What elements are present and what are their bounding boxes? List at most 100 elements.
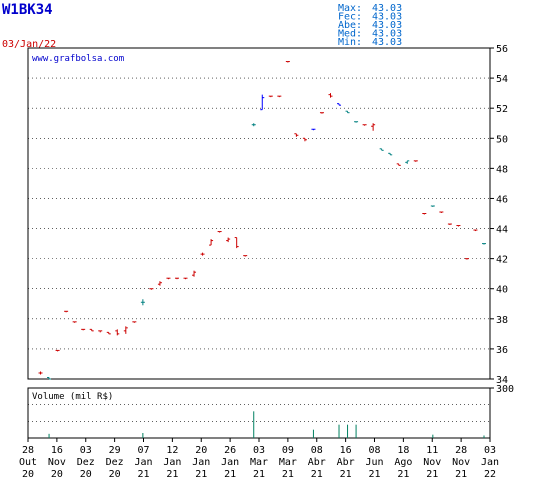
- ohlc-bar: [106, 331, 111, 335]
- ohlc-bar: [473, 229, 478, 232]
- price-panel-frame: [27, 47, 491, 380]
- watermark: www.grafbolsa.com: [32, 54, 124, 64]
- date-tick-label: 21: [253, 469, 265, 480]
- date-tick-label: Jan: [192, 457, 210, 468]
- date-tick-label: Abr: [337, 457, 355, 468]
- stat-value: 43.03: [372, 12, 402, 23]
- ohlc-bar: [439, 211, 444, 213]
- date-tick-label: 21: [195, 469, 207, 480]
- stat-label: Min:: [338, 37, 362, 48]
- date-tick-label: 08: [368, 445, 380, 456]
- ohlc-bar: [132, 321, 137, 323]
- ohlc-bar: [413, 160, 418, 162]
- date-tick-label: 21: [311, 469, 323, 480]
- ohlc-bar: [251, 123, 256, 127]
- volume-tick-label: 300: [496, 384, 514, 395]
- price-tick-label: 50: [496, 134, 508, 145]
- date-axis: 28Out2016Nov2003Dez2029Dez2007Jan2112Jan…: [19, 438, 499, 480]
- date-tick-label: 03: [484, 445, 496, 456]
- date-tick-label: 08: [311, 445, 323, 456]
- date-tick-label: 28: [22, 445, 34, 456]
- ohlc-bar: [482, 243, 486, 245]
- date-tick-label: 20: [51, 469, 63, 480]
- volume-grid: [28, 404, 490, 422]
- ohlc-bar: [64, 310, 69, 313]
- date-tick-label: 11: [426, 445, 438, 456]
- date-tick-label: 20: [80, 469, 92, 480]
- ohlc-bar: [456, 225, 461, 227]
- ticker-title: W1BK34: [2, 2, 53, 18]
- stat-label: Max:: [338, 3, 362, 14]
- price-axis: 34 36 38 40 42 44 46 48 50 52 54 56: [490, 44, 508, 386]
- ohlc-bar: [226, 237, 231, 243]
- ohlc-bar: [362, 124, 367, 126]
- date-tick-label: 21: [397, 469, 409, 480]
- stat-label: Fec:: [338, 12, 362, 23]
- price-tick-label: 56: [496, 44, 508, 55]
- date-tick-label: 21: [340, 469, 352, 480]
- ohlc-bar: [319, 112, 324, 114]
- date-tick-label: Out: [19, 457, 37, 468]
- date-tick-label: 20: [22, 469, 34, 480]
- date-tick-label: 22: [484, 469, 496, 480]
- ohlc-bar: [98, 330, 103, 333]
- ohlc-bar: [243, 255, 248, 257]
- ohlc-bar: [345, 110, 350, 114]
- ohlc-bar: [123, 326, 128, 334]
- price-tick-label: 42: [496, 255, 508, 266]
- date-tick-label: 09: [282, 445, 294, 456]
- ohlc-bar: [209, 239, 214, 246]
- ohlc-bar: [285, 61, 290, 63]
- ohlc-bar: [311, 128, 316, 131]
- ohlc-bar: [55, 349, 60, 352]
- price-stats: Max: 43.03 Fec: 43.03 Abe: 43.03 Med: 43.03 Min:…: [338, 3, 402, 48]
- ohlc-bar: [183, 277, 188, 280]
- date-tick-label: Jan: [221, 457, 239, 468]
- ohlc-bar: [294, 133, 299, 137]
- date-tick-label: Dez: [77, 457, 95, 468]
- date-tick-label: Jun: [365, 457, 383, 468]
- ohlc-bar: [447, 223, 452, 226]
- date-tick-label: 21: [455, 469, 467, 480]
- price-tick-label: 46: [496, 194, 508, 205]
- stat-label: Med:: [338, 29, 362, 40]
- date-tick-label: Jan: [481, 457, 499, 468]
- ohlc-bar: [140, 299, 145, 306]
- stat-value: 43.03: [372, 20, 402, 31]
- ohlc-bars: [38, 61, 486, 380]
- ohlc-bar: [149, 288, 154, 290]
- ohlc-bar: [379, 148, 384, 151]
- date-tick-label: Jan: [163, 457, 181, 468]
- date-tick-label: 26: [224, 445, 236, 456]
- ohlc-bar: [89, 328, 94, 332]
- date-tick-label: 12: [166, 445, 178, 456]
- price-tick-label: 44: [496, 225, 508, 236]
- date-tick-label: Mar: [279, 457, 297, 468]
- date-tick-label: 20: [195, 445, 207, 456]
- ohlc-bar: [396, 163, 401, 166]
- price-tick-label: 36: [496, 345, 508, 356]
- stat-label: Abe:: [338, 20, 362, 31]
- date-tick-label: 28: [455, 445, 467, 456]
- ohlc-bar: [234, 237, 239, 249]
- ohlc-bar: [72, 321, 77, 323]
- ohlc-bar: [371, 123, 376, 131]
- date-tick-label: 21: [282, 469, 294, 480]
- date-tick-label: 03: [80, 445, 92, 456]
- date-tick-label: 29: [109, 445, 121, 456]
- price-tick-label: 38: [496, 315, 508, 326]
- ohlc-bar: [302, 137, 307, 142]
- ohlc-bar: [388, 152, 393, 156]
- ohlc-bar: [328, 93, 333, 98]
- volume-axis: 300: [490, 384, 514, 395]
- date-tick-label: 03: [253, 445, 265, 456]
- ohlc-bar: [422, 213, 427, 215]
- stat-value: 43.03: [372, 37, 402, 48]
- ohlc-bar: [337, 103, 342, 106]
- price-tick-label: 34: [496, 375, 508, 386]
- volume-bars: [48, 411, 485, 438]
- date-tick-label: 16: [51, 445, 63, 456]
- ohlc-bar: [405, 160, 410, 164]
- price-tick-label: 40: [496, 285, 508, 296]
